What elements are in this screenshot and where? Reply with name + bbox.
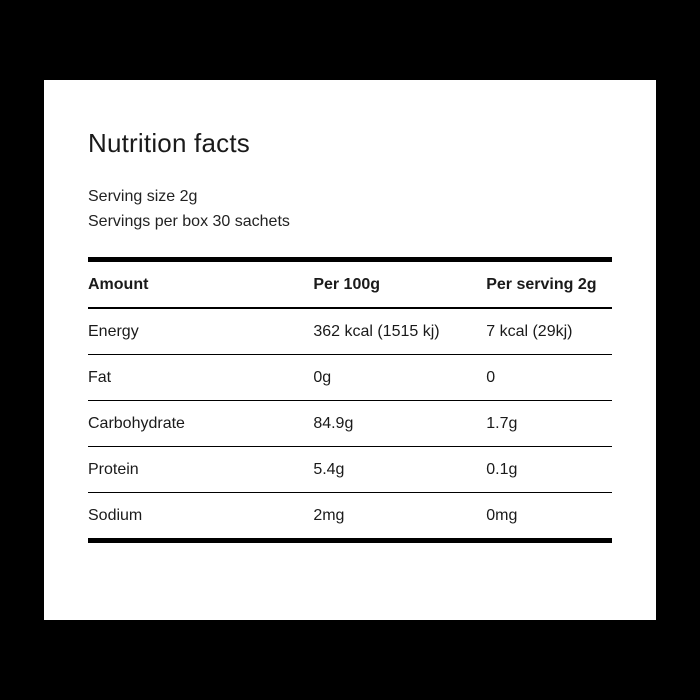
cell-amount: Protein [88,446,313,492]
cell-per100g: 362 kcal (1515 kj) [313,308,486,355]
panel-title: Nutrition facts [88,128,612,159]
cell-perserv: 7 kcal (29kj) [486,308,612,355]
cell-per100g: 84.9g [313,400,486,446]
table-row: Protein 5.4g 0.1g [88,446,612,492]
cell-per100g: 5.4g [313,446,486,492]
table-row: Energy 362 kcal (1515 kj) 7 kcal (29kj) [88,308,612,355]
cell-amount: Fat [88,354,313,400]
table-header-row: Amount Per 100g Per serving 2g [88,259,612,308]
nutrition-panel: Nutrition facts Serving size 2g Servings… [44,80,656,620]
table-row: Sodium 2mg 0mg [88,492,612,540]
serving-info: Serving size 2g Servings per box 30 sach… [88,185,612,235]
cell-perserv: 0 [486,354,612,400]
cell-amount: Energy [88,308,313,355]
cell-per100g: 2mg [313,492,486,540]
cell-per100g: 0g [313,354,486,400]
cell-perserv: 0.1g [486,446,612,492]
serving-size-line: Serving size 2g [88,185,612,210]
col-header-perserv: Per serving 2g [486,259,612,308]
nutrition-table: Amount Per 100g Per serving 2g Energy 36… [88,257,612,543]
cell-amount: Sodium [88,492,313,540]
cell-perserv: 0mg [486,492,612,540]
table-row: Carbohydrate 84.9g 1.7g [88,400,612,446]
servings-per-box-line: Servings per box 30 sachets [88,210,612,235]
col-header-per100g: Per 100g [313,259,486,308]
col-header-amount: Amount [88,259,313,308]
cell-amount: Carbohydrate [88,400,313,446]
table-row: Fat 0g 0 [88,354,612,400]
cell-perserv: 1.7g [486,400,612,446]
